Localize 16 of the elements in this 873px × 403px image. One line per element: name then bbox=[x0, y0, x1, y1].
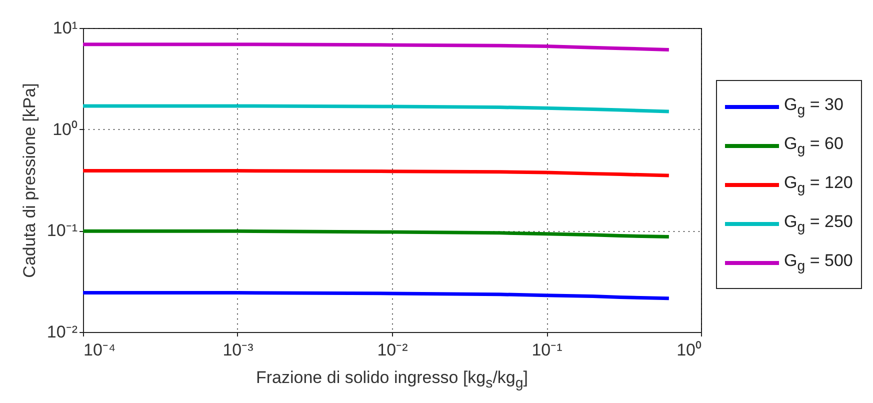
y-tick-label: 10⁻¹ bbox=[46, 221, 78, 240]
x-tick-label: 10⁻⁴ bbox=[84, 340, 116, 360]
legend-label: G$_{g}$ = 120 bbox=[784, 172, 853, 196]
x-tick-label: 10⁻² bbox=[377, 340, 408, 360]
legend-label: G$_{g}$ = 30 bbox=[784, 94, 844, 118]
y-tick-label: 10⁰ bbox=[52, 120, 78, 139]
x-tick-label: 10⁻¹ bbox=[532, 340, 563, 360]
legend-label: G$_{g}$ = 60 bbox=[784, 134, 844, 158]
x-tick-label: 10⁻³ bbox=[222, 340, 254, 360]
legend-label: G$_{g}$ = 500 bbox=[784, 250, 853, 274]
y-tick-label: 10⁻² bbox=[46, 322, 78, 342]
x-tick-label: 10⁰ bbox=[676, 340, 702, 360]
y-axis-title: Caduta di pressione [kPa] bbox=[20, 83, 39, 278]
y-tick-label: 10¹ bbox=[52, 18, 78, 38]
legend-label: G$_{g}$ = 250 bbox=[784, 212, 853, 236]
x-axis-title: Frazione di solido ingresso [kg$_{s}$/kg$_{g}$] bbox=[255, 368, 529, 392]
